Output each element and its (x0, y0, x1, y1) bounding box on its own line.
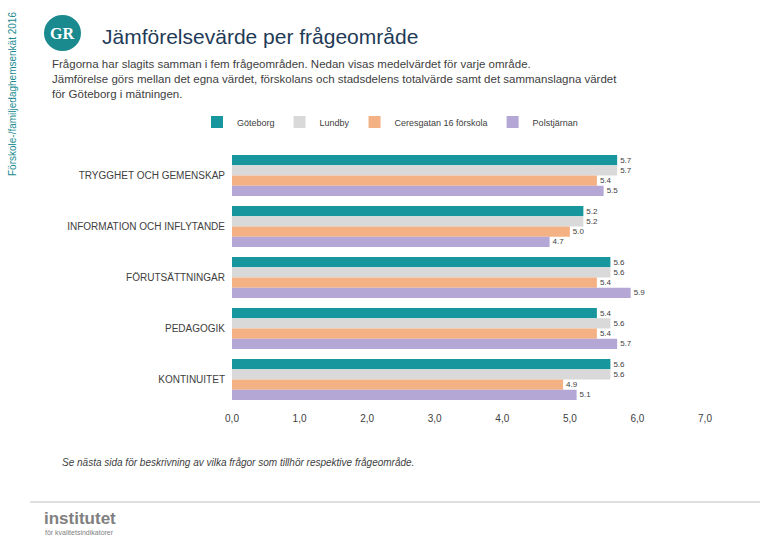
svg-text:Se nästa sida för beskrivning: Se nästa sida för beskrivning av vilka f… (62, 457, 414, 468)
svg-text:1,0: 1,0 (293, 413, 307, 424)
svg-text:för kvalitetsindikatorer: för kvalitetsindikatorer (45, 529, 114, 536)
svg-text:5.5: 5.5 (607, 186, 619, 195)
svg-text:GR: GR (50, 25, 74, 42)
svg-text:5.2: 5.2 (586, 207, 598, 216)
svg-text:5.6: 5.6 (613, 370, 625, 379)
svg-text:7,0: 7,0 (698, 413, 712, 424)
svg-text:5.6: 5.6 (613, 360, 625, 369)
svg-text:5.4: 5.4 (600, 278, 612, 287)
svg-text:Frågorna har slagits samman i: Frågorna har slagits samman i fem frågeo… (52, 58, 617, 100)
svg-text:Polstjärnan: Polstjärnan (533, 118, 578, 128)
svg-text:5.6: 5.6 (613, 258, 625, 267)
svg-text:Jämförelsevärde per frågeområd: Jämförelsevärde per frågeområde (102, 25, 418, 48)
svg-text:TRYGGHET OCH GEMENSKAP: TRYGGHET OCH GEMENSKAP (79, 170, 226, 181)
svg-text:5.4: 5.4 (600, 309, 612, 318)
svg-text:0,0: 0,0 (225, 413, 239, 424)
svg-text:5,0: 5,0 (563, 413, 577, 424)
svg-text:FÖRUTSÄTTNINGAR: FÖRUTSÄTTNINGAR (126, 272, 225, 283)
svg-text:Lundby: Lundby (320, 118, 350, 128)
svg-text:3,0: 3,0 (428, 413, 442, 424)
svg-text:5.7: 5.7 (620, 339, 632, 348)
svg-text:5.9: 5.9 (634, 288, 646, 297)
svg-text:Ceresgatan 16 förskola: Ceresgatan 16 förskola (395, 118, 488, 128)
svg-text:Förskole-/familjedaghemsenkät: Förskole-/familjedaghemsenkät 2016 (7, 12, 18, 176)
svg-text:4,0: 4,0 (495, 413, 509, 424)
svg-text:5.6: 5.6 (613, 268, 625, 277)
svg-text:5.7: 5.7 (620, 166, 632, 175)
svg-text:5.7: 5.7 (620, 156, 632, 165)
svg-text:5.4: 5.4 (600, 176, 612, 185)
svg-text:5.0: 5.0 (573, 227, 585, 236)
svg-text:INFORMATION OCH INFLYTANDE: INFORMATION OCH INFLYTANDE (67, 221, 225, 232)
svg-text:institutet: institutet (44, 509, 116, 528)
svg-text:4.7: 4.7 (553, 237, 565, 246)
svg-text:5.1: 5.1 (580, 390, 592, 399)
svg-text:5.6: 5.6 (613, 319, 625, 328)
svg-text:4.9: 4.9 (566, 380, 578, 389)
svg-text:2,0: 2,0 (360, 413, 374, 424)
svg-text:PEDAGOGIK: PEDAGOGIK (165, 323, 225, 334)
svg-text:Göteborg: Göteborg (237, 118, 275, 128)
svg-text:KONTINUITET: KONTINUITET (158, 374, 225, 385)
svg-text:6,0: 6,0 (630, 413, 644, 424)
svg-text:5.2: 5.2 (586, 217, 598, 226)
svg-text:5.4: 5.4 (600, 329, 612, 338)
